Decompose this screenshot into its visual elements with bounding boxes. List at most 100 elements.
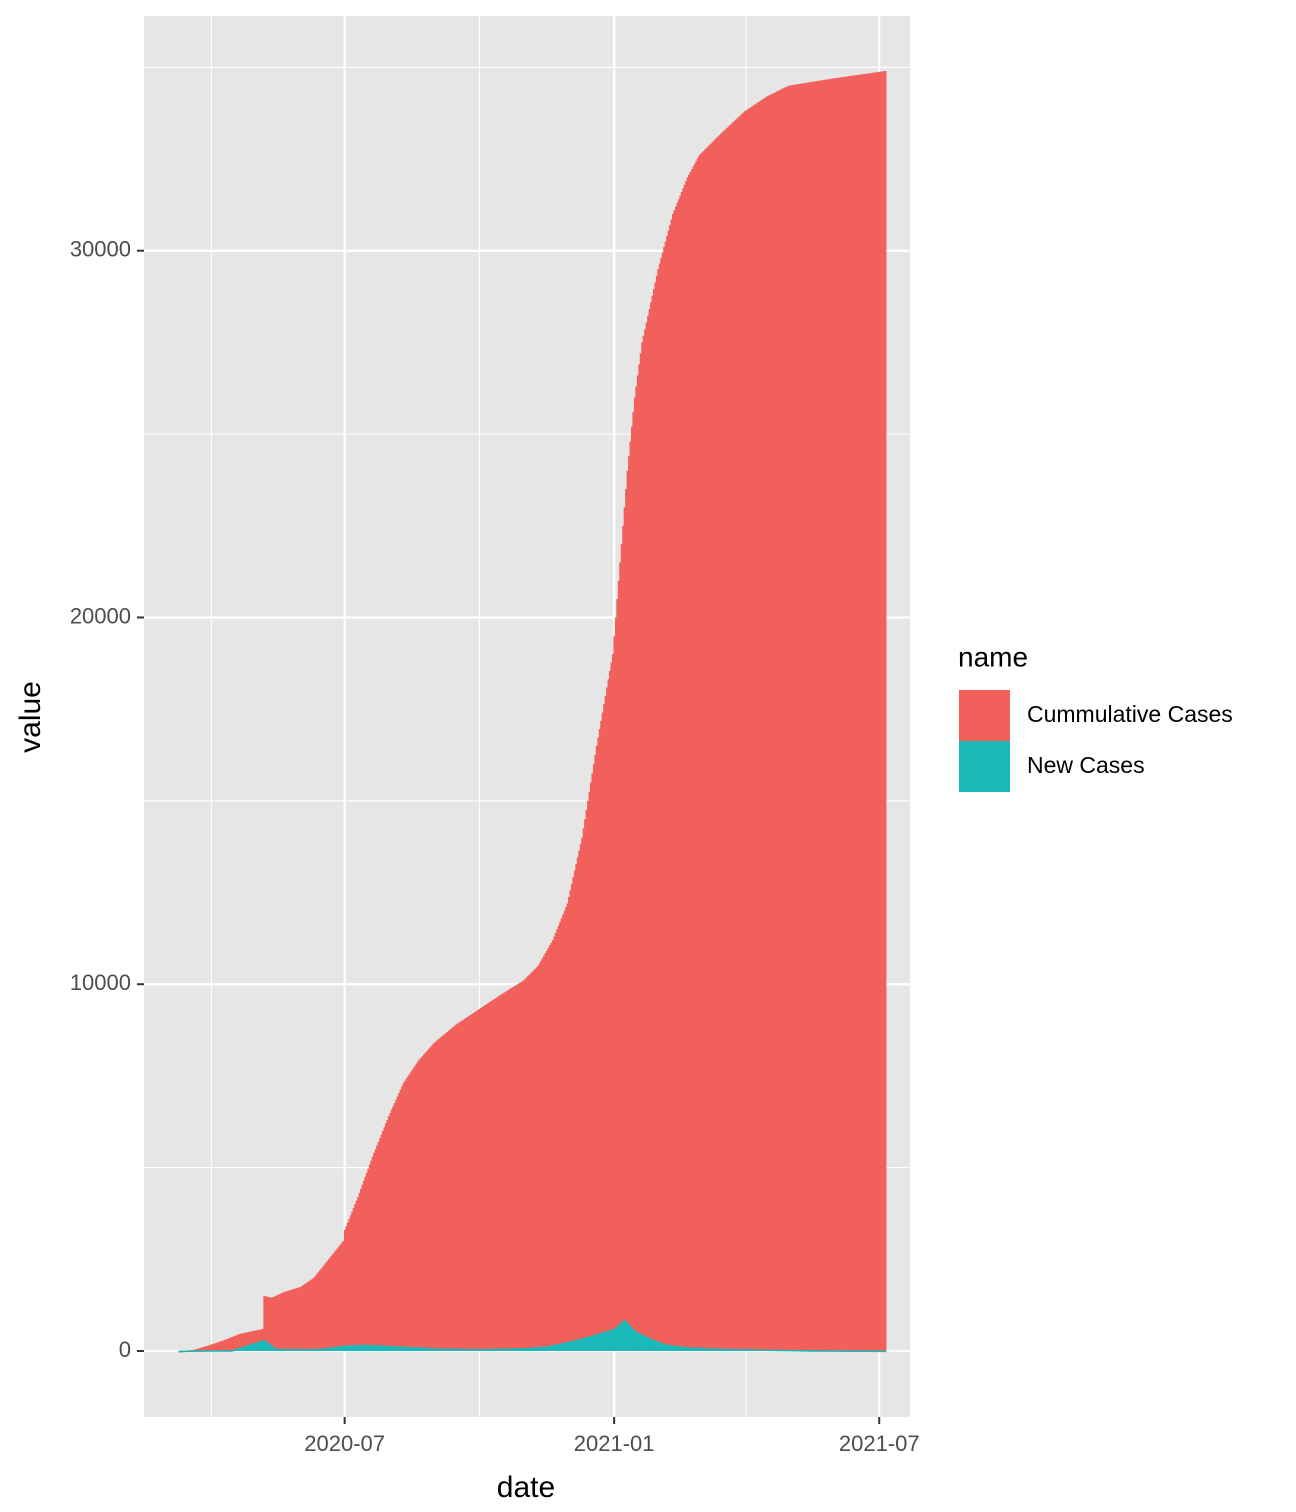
cumulative-cases-bar [625,489,628,1351]
cumulative-cases-bar [279,1293,282,1351]
new-cases-bar [767,1349,770,1352]
new-cases-bar [881,1350,884,1353]
new-cases-bar [190,1350,193,1352]
cumulative-cases-bar [663,247,666,1351]
cumulative-cases-bar [355,1200,358,1351]
cumulative-cases-bar [260,1329,263,1351]
new-cases-bar [357,1345,360,1351]
new-cases-bar [477,1349,480,1351]
new-cases-bar [849,1350,852,1352]
cumulative-cases-bar [836,77,839,1351]
new-cases-bar [786,1349,789,1352]
cumulative-cases-bar [808,82,811,1351]
new-cases-bar [581,1338,584,1351]
cumulative-cases-bar [755,103,758,1351]
cumulative-cases-bar [777,90,780,1351]
cumulative-cases-bar [256,1330,259,1351]
new-cases-bar [667,1344,670,1351]
cumulative-cases-bar [250,1331,253,1351]
new-cases-bar [342,1345,345,1351]
new-cases-bar [657,1341,660,1351]
cumulative-cases-bar [761,99,764,1351]
new-cases-bar [534,1347,537,1351]
new-cases-bar [544,1346,547,1351]
cumulative-cases-bar [591,773,594,1351]
new-cases-bar [488,1348,491,1351]
new-cases-bar [420,1347,423,1351]
new-cases-bar [877,1350,880,1353]
cumulative-cases-bar [531,971,534,1351]
new-cases-bar [859,1350,862,1352]
new-cases-bar [485,1348,489,1351]
new-cases-bar [179,1350,182,1353]
new-cases-bar [405,1346,408,1351]
new-cases-bar [430,1348,433,1351]
cumulative-cases-bar [758,101,761,1351]
new-cases-bar [522,1348,525,1351]
new-cases-bar [269,1344,272,1351]
new-cases-bar [584,1337,587,1351]
new-cases-bar [466,1348,470,1351]
new-cases-bar [442,1348,445,1351]
new-cases-bar [238,1347,241,1351]
new-cases-bar [295,1349,298,1351]
cumulative-cases-bar [269,1297,272,1351]
cumulative-cases-bar [613,635,616,1351]
cumulative-cases-bar [485,1004,489,1351]
new-cases-bar [715,1348,719,1351]
new-cases-bar [181,1350,184,1353]
new-cases-bar [746,1349,749,1351]
cumulative-cases-bar [645,322,648,1351]
cumulative-cases-bar [365,1172,368,1351]
new-cases-bar [212,1350,215,1352]
cumulative-cases-bar [519,982,522,1351]
new-cases-bar [537,1347,540,1351]
cumulative-cases-bar [459,1021,462,1351]
new-cases-bar [340,1345,344,1351]
cumulative-cases-bar [380,1134,383,1351]
cumulative-cases-bar [195,1349,199,1351]
cumulative-cases-bar [691,169,694,1351]
new-cases-bar [554,1344,557,1351]
cumulative-cases-bar [310,1279,313,1351]
new-cases-bar [524,1348,527,1351]
new-cases-bar [629,1326,632,1351]
new-cases-bar [754,1349,757,1351]
new-cases-bar [671,1345,675,1351]
cumulative-cases-bar [301,1285,304,1351]
cumulative-cases-bar [339,1244,342,1351]
new-cases-bar [600,1332,603,1351]
cumulative-cases-bar [730,123,733,1351]
cumulative-cases-bar [373,1152,376,1351]
cumulative-cases-bar [335,1250,338,1351]
new-cases-bar [200,1350,203,1352]
cumulative-cases-bar [314,1275,317,1351]
cumulative-cases-bar [727,126,730,1351]
new-cases-bar [547,1345,550,1351]
new-cases-bar [833,1350,836,1352]
new-cases-bar [529,1347,532,1351]
new-cases-bar [568,1341,571,1351]
cumulative-cases-bar [513,986,516,1351]
cumulative-cases-bar [824,79,827,1351]
new-cases-bar [223,1350,226,1352]
cumulative-cases-bar [330,1255,333,1351]
new-cases-bar [878,1350,881,1353]
new-cases-bar [632,1329,635,1351]
cumulative-cases-bar [863,73,866,1351]
new-cases-bar [418,1347,421,1351]
new-cases-bar [557,1343,560,1351]
new-cases-bar [275,1348,278,1351]
new-cases-bar [796,1350,799,1352]
new-cases-bar [382,1345,385,1351]
new-cases-bar [412,1347,415,1351]
cumulative-cases-bar [518,983,521,1351]
cumulative-cases-bar [275,1295,278,1351]
cumulative-cases-bar [411,1070,414,1351]
new-cases-bar [639,1333,642,1351]
y-tick-label: 0 [119,1337,131,1362]
new-cases-bar [185,1350,188,1353]
cumulative-cases-bar [283,1291,286,1351]
cumulative-cases-bar [383,1127,386,1351]
cumulative-cases-bar [409,1072,412,1351]
